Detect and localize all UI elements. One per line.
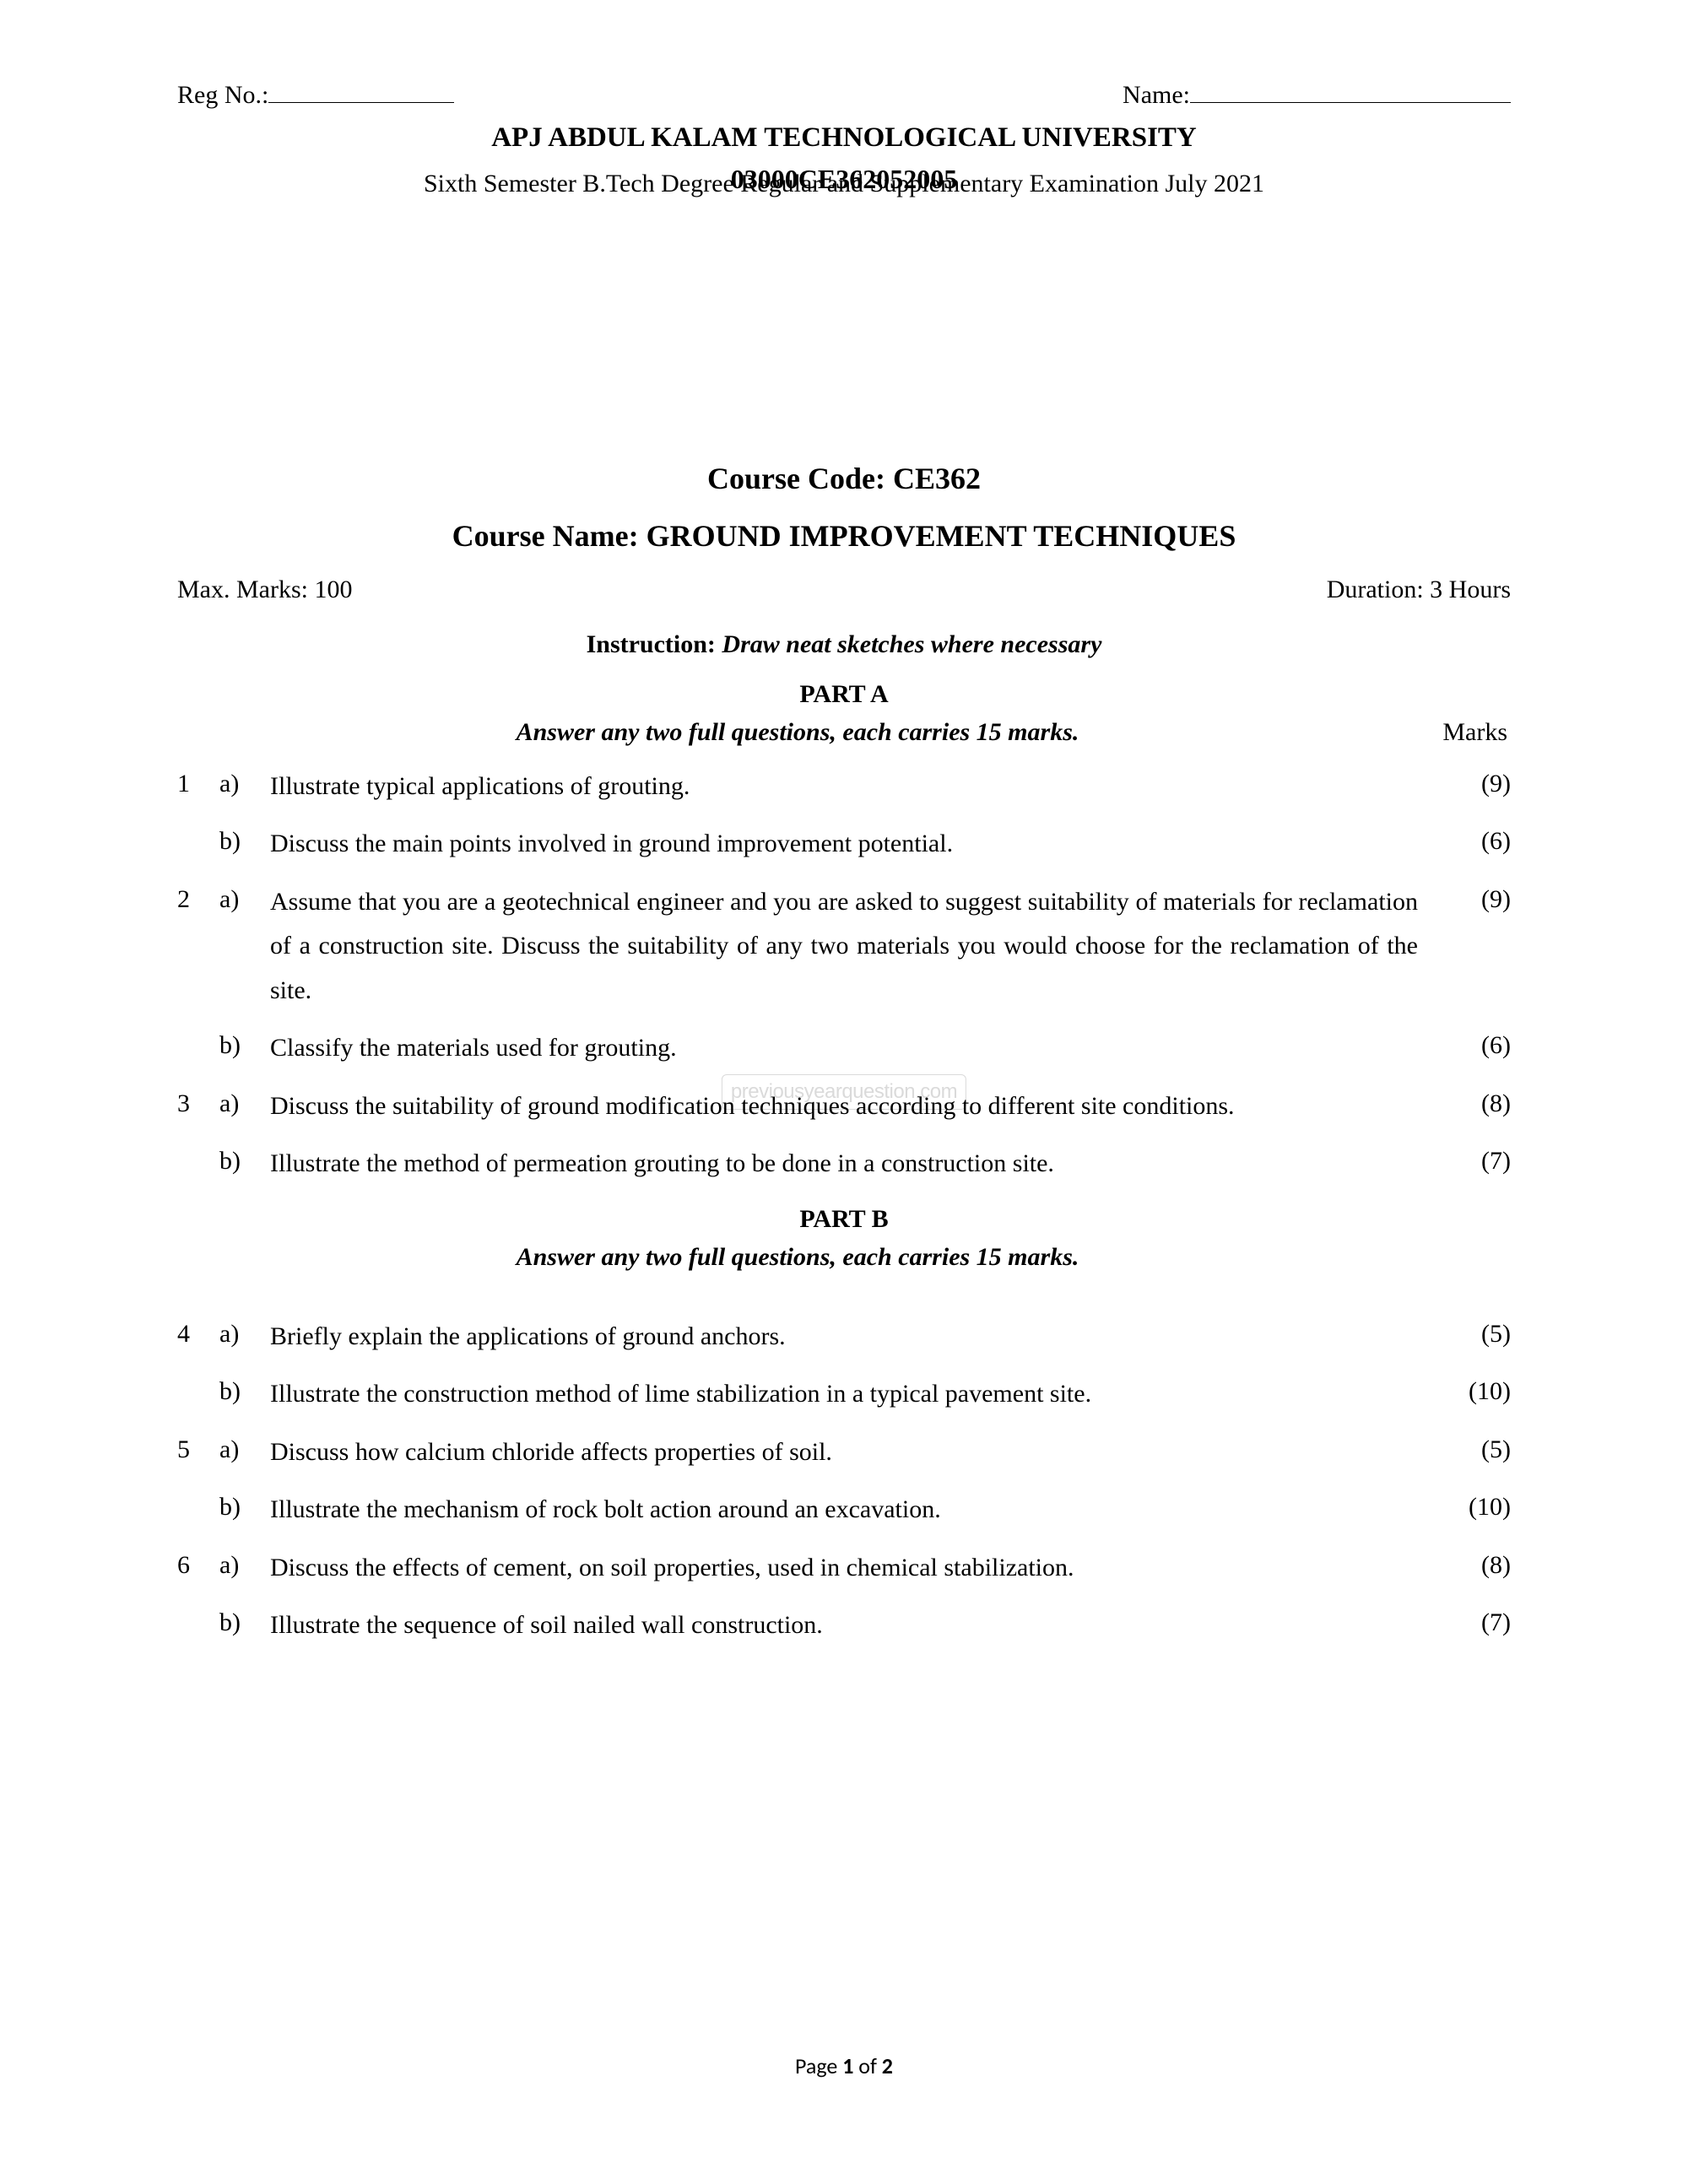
q-sub-label: a): [219, 880, 270, 918]
instruction-text: Draw neat sketches where necessary: [722, 630, 1101, 658]
q-sub-label: b): [219, 1603, 270, 1641]
q-sub-label: b): [219, 1026, 270, 1064]
q-sub-label: b): [219, 1142, 270, 1180]
page-current: 1: [842, 2052, 853, 2079]
q-marks: (7): [1443, 1603, 1511, 1641]
part-b-instruction-row: Answer any two full questions, each carr…: [177, 1238, 1511, 1276]
question-3b: b) Illustrate the method of permeation g…: [177, 1142, 1511, 1187]
q-text: Illustrate typical applications of grout…: [270, 765, 1443, 809]
part-a-header: PART A: [177, 675, 1511, 713]
name-section: Name:: [1123, 76, 1511, 114]
q-text: Classify the materials used for grouting…: [270, 1026, 1443, 1071]
q-sub-label: a): [219, 1430, 270, 1468]
q-text: Discuss the suitability of ground modifi…: [270, 1084, 1443, 1129]
q-sub-label: a): [219, 765, 270, 803]
question-6b: b) Illustrate the sequence of soil naile…: [177, 1603, 1511, 1648]
question-5b: b) Illustrate the mechanism of rock bolt…: [177, 1488, 1511, 1533]
q-marks: (9): [1443, 765, 1511, 803]
page-footer: Page 1 of 2: [0, 2050, 1688, 2083]
q-marks: (8): [1443, 1546, 1511, 1584]
marks-column-spacer: [1418, 1238, 1511, 1276]
question-2a: 2 a) Assume that you are a geotechnical …: [177, 880, 1511, 1014]
q-number: 4: [177, 1315, 219, 1353]
paper-code-overlay: 03000CE362052005: [177, 159, 1511, 199]
part-b-header: PART B: [177, 1200, 1511, 1238]
reg-no-field: [268, 83, 454, 103]
q-text: Discuss how calcium chloride affects pro…: [270, 1430, 1443, 1475]
q-sub-label: b): [219, 1488, 270, 1526]
q-sub-label: b): [219, 1372, 270, 1410]
q-sub-label: a): [219, 1084, 270, 1122]
q-text: Discuss the main points involved in grou…: [270, 822, 1443, 867]
page-label: Page: [795, 2052, 842, 2079]
max-marks: Max. Marks: 100: [177, 570, 352, 608]
q-sub-label: a): [219, 1546, 270, 1584]
course-name: Course Name: GROUND IMPROVEMENT TECHNIQU…: [177, 513, 1511, 559]
marks-duration-row: Max. Marks: 100 Duration: 3 Hours: [177, 570, 1511, 608]
q-number: 3: [177, 1084, 219, 1122]
instruction-line: Instruction: Draw neat sketches where ne…: [177, 625, 1511, 663]
q-text: Discuss the effects of cement, on soil p…: [270, 1546, 1443, 1591]
question-4a: 4 a) Briefly explain the applications of…: [177, 1315, 1511, 1360]
part-a-instruction-row: Answer any two full questions, each carr…: [177, 713, 1511, 751]
q-number: 5: [177, 1430, 219, 1468]
q-sub-label: a): [219, 1315, 270, 1353]
q-marks: (6): [1443, 822, 1511, 860]
name-label: Name:: [1123, 76, 1190, 114]
q-number: 6: [177, 1546, 219, 1584]
page-of: of: [853, 2052, 881, 2079]
q-marks: (10): [1443, 1372, 1511, 1410]
part-a-instruction: Answer any two full questions, each carr…: [177, 713, 1418, 751]
q-number: 1: [177, 765, 219, 803]
course-code: Course Code: CE362: [177, 456, 1511, 501]
q-text: Illustrate the construction method of li…: [270, 1372, 1443, 1417]
page-content: Reg No.: Name: 03000CE362052005 APJ ABDU…: [177, 76, 1511, 1648]
marks-column-header: Marks: [1418, 713, 1511, 751]
question-2b: b) Classify the materials used for grout…: [177, 1026, 1511, 1071]
university-title: APJ ABDUL KALAM TECHNOLOGICAL UNIVERSITY: [177, 117, 1511, 159]
q-marks: (8): [1443, 1084, 1511, 1122]
q-text: Illustrate the method of permeation grou…: [270, 1142, 1443, 1187]
q-marks: (5): [1443, 1315, 1511, 1353]
q-marks: (10): [1443, 1488, 1511, 1526]
q-text: Illustrate the mechanism of rock bolt ac…: [270, 1488, 1443, 1533]
page-total: 2: [882, 2052, 893, 2079]
reg-no-label: Reg No.:: [177, 76, 268, 114]
question-5a: 5 a) Discuss how calcium chloride affect…: [177, 1430, 1511, 1475]
question-1b: b) Discuss the main points involved in g…: [177, 822, 1511, 867]
question-4b: b) Illustrate the construction method of…: [177, 1372, 1511, 1417]
instruction-label: Instruction:: [587, 630, 722, 658]
q-number: 2: [177, 880, 219, 918]
question-3a: 3 a) Discuss the suitability of ground m…: [177, 1084, 1511, 1129]
spacer: [177, 1289, 1511, 1315]
part-b-instruction: Answer any two full questions, each carr…: [177, 1238, 1418, 1276]
q-text: Briefly explain the applications of grou…: [270, 1315, 1443, 1360]
reg-no-section: Reg No.:: [177, 76, 454, 114]
question-6a: 6 a) Discuss the effects of cement, on s…: [177, 1546, 1511, 1591]
q-sub-label: b): [219, 822, 270, 860]
q-marks: (9): [1443, 880, 1511, 918]
question-1a: 1 a) Illustrate typical applications of …: [177, 765, 1511, 809]
q-text: Assume that you are a geotechnical engin…: [270, 880, 1443, 1014]
duration: Duration: 3 Hours: [1327, 570, 1511, 608]
q-marks: (5): [1443, 1430, 1511, 1468]
q-marks: (6): [1443, 1026, 1511, 1064]
name-field: [1190, 83, 1511, 103]
q-text: Illustrate the sequence of soil nailed w…: [270, 1603, 1443, 1648]
header-top-line: Reg No.: Name:: [177, 76, 1511, 114]
q-marks: (7): [1443, 1142, 1511, 1180]
